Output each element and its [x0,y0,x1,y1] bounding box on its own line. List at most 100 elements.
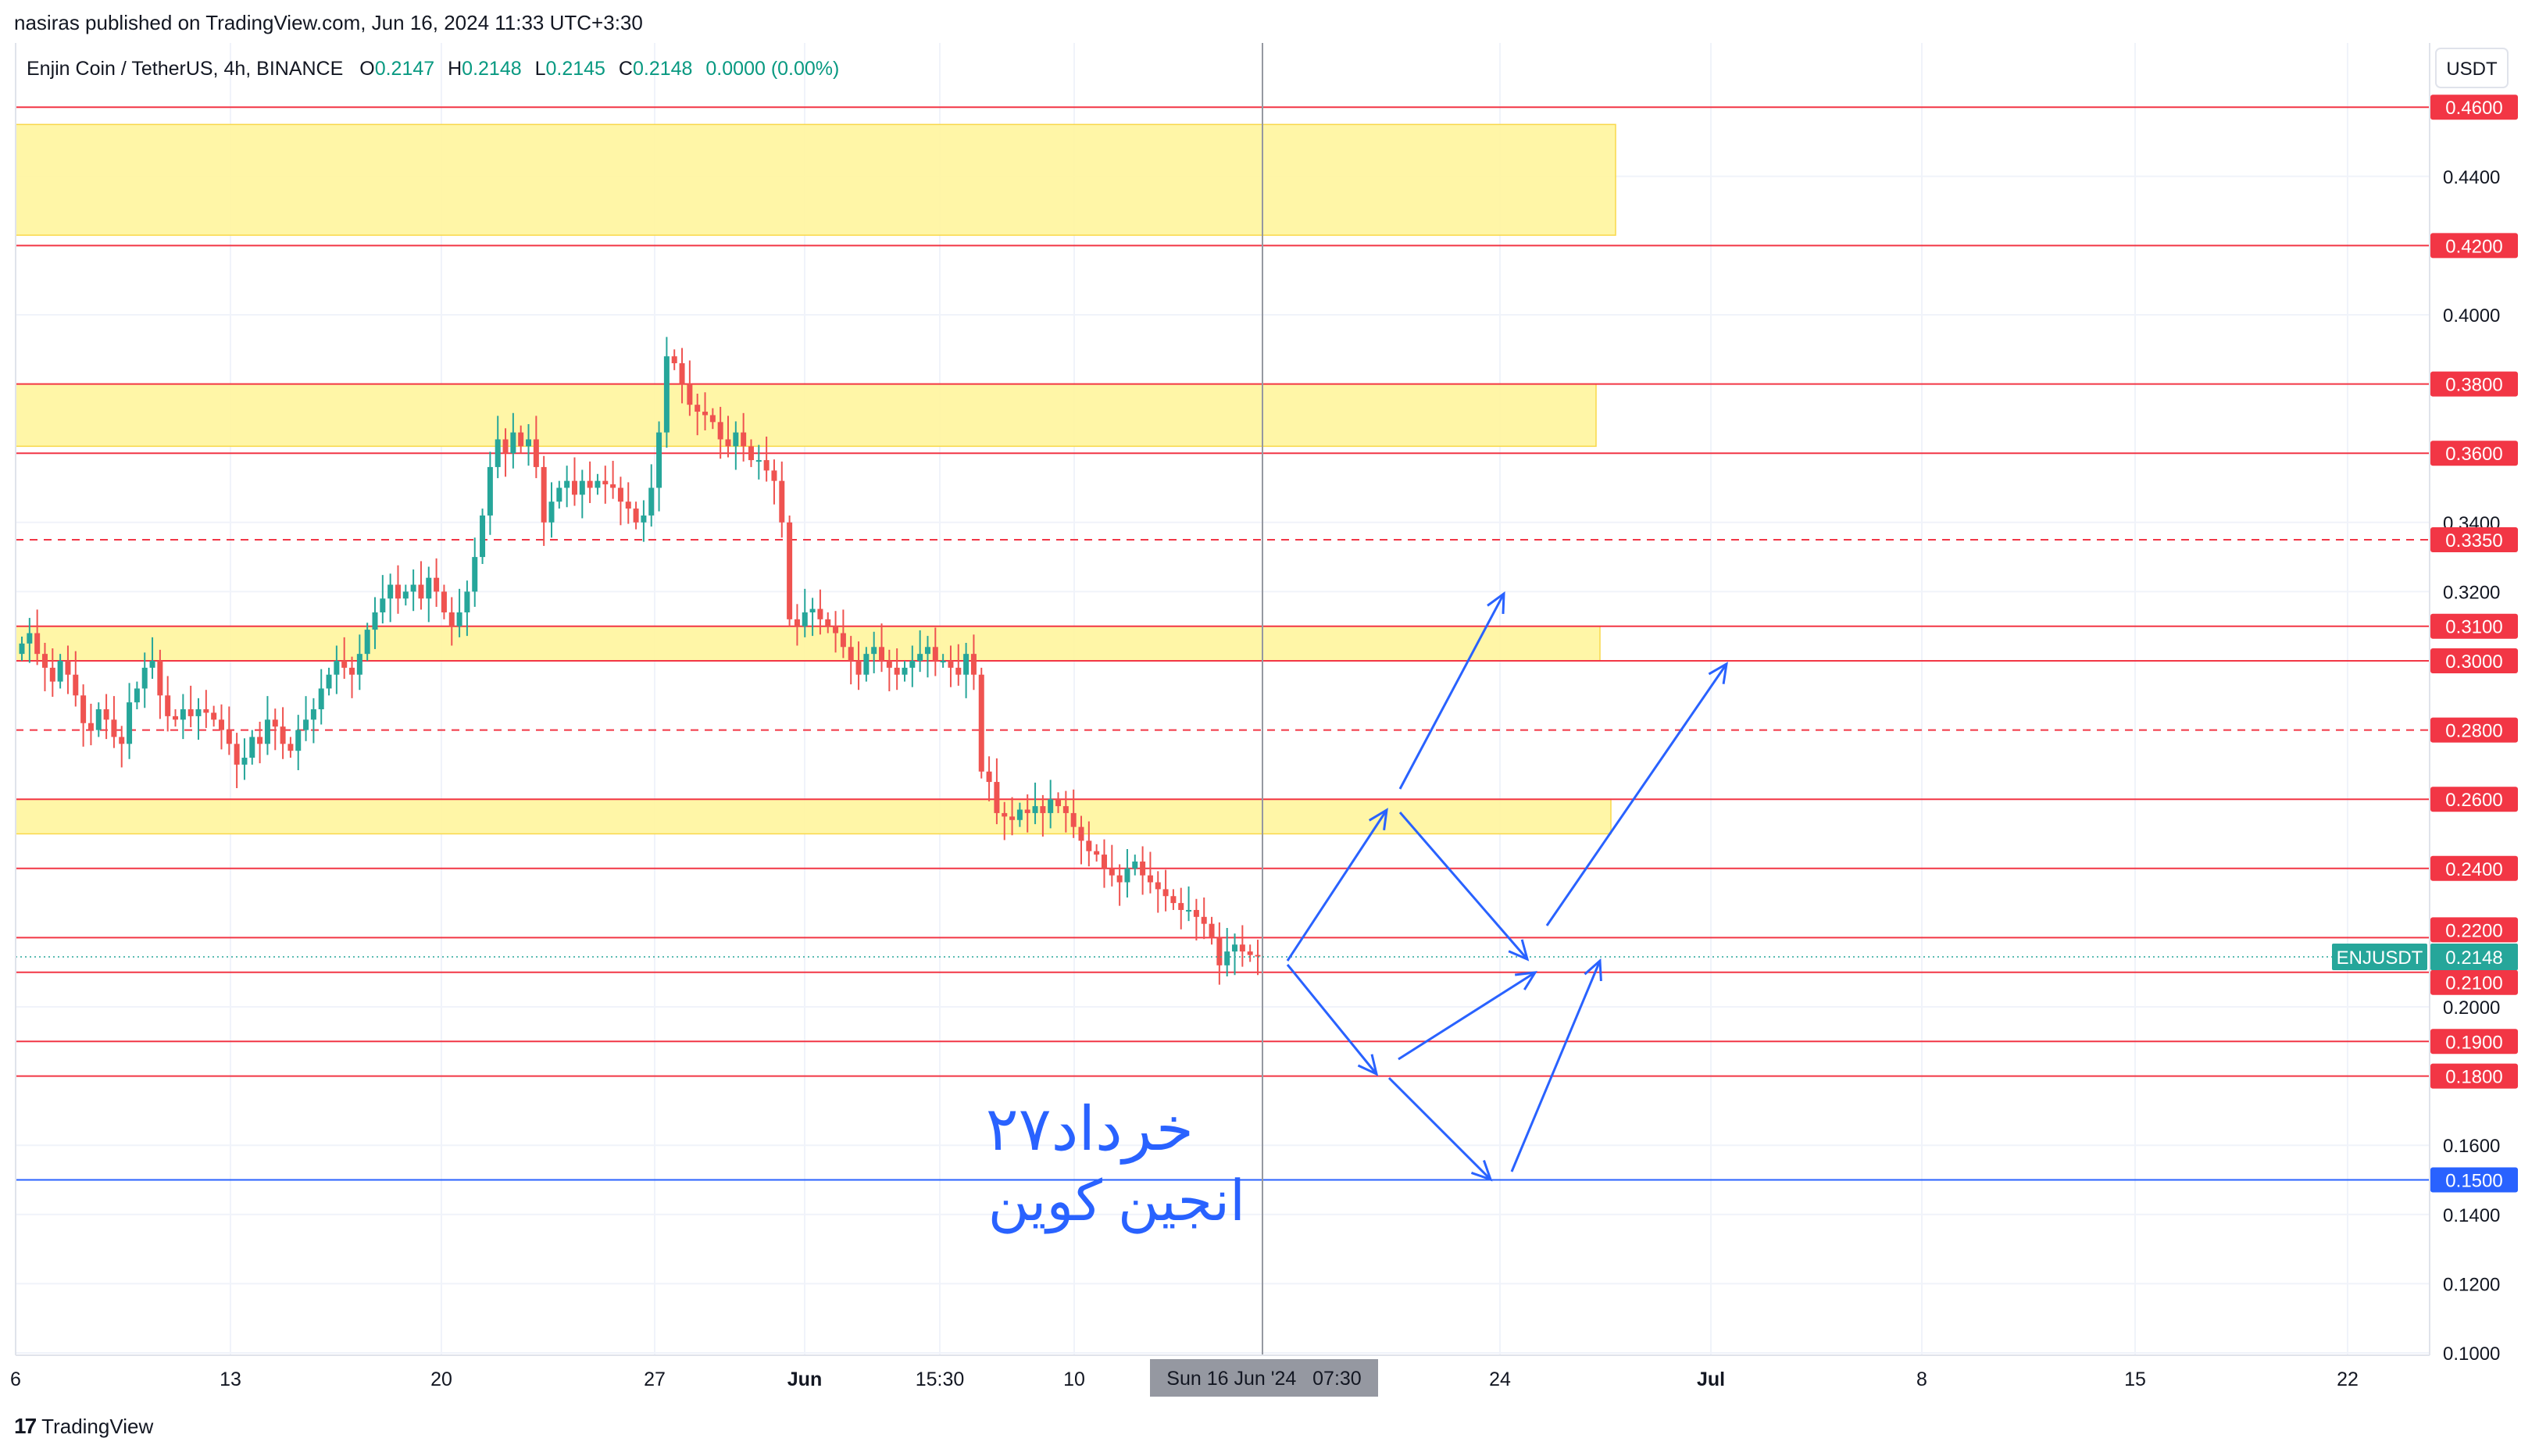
level-tag-label: 0.3600 [2445,444,2502,465]
candle-body [1024,809,1030,813]
time-axis[interactable]: 6 13 20 27 Jun 15:30 10 24 Jul 8 15 22 [10,1369,2359,1390]
candle-body [387,584,394,599]
candle-body [41,654,48,668]
candle-body [587,480,593,488]
candle-body [1140,861,1146,876]
candle-body [80,695,87,723]
candle-body [472,557,478,592]
price-tick-label: 0.3200 [2443,582,2500,603]
candle-body [787,522,793,619]
level-tag-label: 0.2400 [2445,859,2502,880]
time-tick-label: 20 [430,1369,452,1390]
projection-arrow [1510,960,1602,1172]
svg-text:Enjin Coin / TetherUS, 4h, BIN: Enjin Coin / TetherUS, 4h, BINANCE O0.21… [27,58,839,80]
ohlc-legend: Enjin Coin / TetherUS, 4h, BINANCE O0.21… [27,58,839,80]
candle-body [579,480,585,495]
level-tag [2430,526,2518,552]
h-label: H [448,58,462,80]
candle-body [1016,809,1023,820]
candle-body [395,584,401,599]
projection-arrow [1387,1076,1492,1181]
level-tag [2430,917,2518,943]
candle-body [1070,812,1077,827]
candle-body [287,744,294,751]
candle-body [1193,909,1199,917]
candle-body [1147,875,1153,883]
zone-rect [15,625,1601,662]
currency-button[interactable] [2435,48,2509,88]
candle-body [1216,937,1223,965]
candle-body [663,356,670,433]
level-tag-label: 0.3800 [2445,375,2502,396]
candle-body [495,439,501,467]
level-tag [2430,1167,2518,1193]
candle-body [1086,840,1092,851]
candle-body [448,612,455,626]
candle-body [195,709,202,716]
price-tick-label: 0.1000 [2443,1344,2500,1365]
time-tick-label: 27 [644,1369,666,1390]
level-tag-label: 0.1800 [2445,1067,2502,1088]
level-tag [2430,717,2518,743]
candle-body [241,758,248,765]
candle-body [902,667,908,675]
candle-body [809,608,816,612]
candle-body [211,712,217,720]
level-tag [2430,233,2518,259]
arrow-head [1584,958,1602,982]
candle-body [349,667,355,675]
candle-body [57,661,63,682]
candle-body [318,688,324,710]
time-tick-label: Jul [1697,1369,1725,1390]
footer-brand[interactable]: TradingView [41,1414,154,1438]
candle-body [779,480,785,523]
candle-body [73,674,79,696]
candle-body [1209,923,1215,938]
projection-arrow [1286,964,1378,1075]
candle-body [733,432,739,447]
level-tag-label: 0.2800 [2445,721,2502,742]
time-tick-label: 13 [220,1369,241,1390]
level-tag-label: 0.3000 [2445,651,2502,673]
candle-body [165,695,171,716]
arrow-head [1487,591,1505,615]
candle-body [372,612,378,630]
arrow-head [1357,1054,1379,1076]
candle-body [886,661,892,668]
candle-body [794,619,800,626]
level-tag [2430,441,2518,466]
change-value: 0.0000 (0.00%) [705,58,839,80]
candle-body [295,730,302,751]
crosshair-time-tag [1150,1359,1378,1397]
candle-body [986,771,992,783]
horizontal-levels [16,106,2430,1181]
candle-body [487,466,493,516]
candle-body [679,363,685,384]
candle-body [157,661,163,696]
candle-body [364,630,370,655]
price-tick-label: 0.1400 [2443,1205,2500,1226]
level-tag-label: 0.3350 [2445,530,2502,551]
level-tag-label: 0.4600 [2445,98,2502,119]
candle-body [341,661,348,668]
candle-body [1155,882,1161,890]
candle-body [272,719,278,727]
symbol-tag-label: ENJUSDT [2337,947,2423,969]
candle-body [1116,875,1123,883]
zone-rect [15,383,1597,448]
candle-body [1186,909,1192,912]
candle-body [141,667,148,689]
candle-body [748,446,754,461]
candle-body [1048,799,1054,813]
candle-body [1062,806,1069,813]
candle-body [1224,951,1230,965]
candle-body [671,356,677,364]
projection-arrow [1545,663,1728,926]
time-tick-label: Jun [787,1369,822,1390]
candle-body [541,466,547,523]
annotation-title: انجین کوین [988,1170,1245,1234]
level-tag [2430,855,2518,881]
time-tick-label: 10 [1063,1369,1085,1390]
projection-arrow [1398,812,1529,960]
